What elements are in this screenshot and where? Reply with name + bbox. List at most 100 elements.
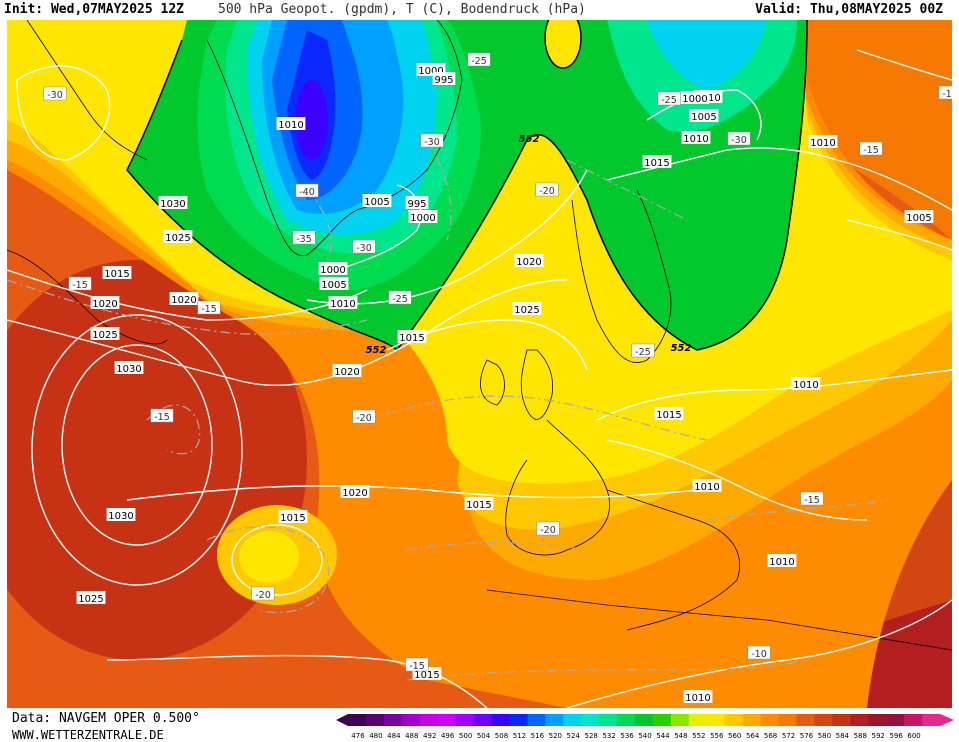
colorbar-tick-label: 564	[746, 732, 760, 740]
colorbar-swatch	[419, 714, 439, 726]
colorbar-swatch	[509, 714, 528, 726]
colorbar-swatch	[473, 714, 493, 726]
svg-text:1010: 1010	[769, 557, 794, 568]
svg-text:552: 552	[519, 134, 540, 145]
colorbar-tick-label: 516	[531, 732, 545, 740]
pressure-label: 995	[432, 72, 456, 86]
colorbar-arrow-left	[336, 714, 348, 726]
pressure-label: 1020	[340, 485, 370, 499]
colorbar-tick-label: 592	[872, 732, 885, 740]
svg-text:1025: 1025	[78, 594, 103, 605]
pressure-label: 1010	[276, 117, 306, 131]
colorbar-tick-label: 568	[764, 732, 777, 740]
pressure-label: 1015	[654, 407, 684, 421]
temperature-label: -30	[43, 86, 67, 101]
colorbar-swatch	[796, 714, 815, 726]
coastlines	[7, 20, 952, 651]
svg-text:1000: 1000	[320, 265, 345, 276]
height-label: 552	[671, 343, 692, 354]
svg-text:-25: -25	[661, 95, 677, 106]
temperature-label: -15	[859, 141, 883, 156]
svg-text:-25: -25	[471, 56, 487, 67]
svg-text:1010: 1010	[685, 693, 710, 704]
svg-text:-25: -25	[392, 294, 408, 305]
colorbar-tick-label: 572	[782, 732, 795, 740]
colorbar-tick-label: 500	[459, 732, 472, 740]
svg-text:1030: 1030	[116, 364, 141, 375]
temperature-label: -15	[197, 300, 221, 315]
colorbar-tick-label: 536	[620, 732, 634, 740]
pressure-label: 1020	[90, 296, 120, 310]
svg-text:1015: 1015	[280, 513, 305, 524]
temperature-label: -25	[388, 290, 412, 305]
colorbar-swatch	[850, 714, 869, 726]
svg-text:995: 995	[434, 75, 453, 86]
temperature-label: -40	[295, 183, 319, 198]
colorbar-swatch	[706, 714, 726, 726]
pressure-label: 1020	[332, 364, 362, 378]
colorbar-tick-label: 588	[854, 732, 867, 740]
pressure-label: 1010	[692, 479, 722, 493]
pressure-label: 1030	[106, 508, 136, 522]
colorbar-tick-label: 544	[656, 732, 670, 740]
colorbar-swatch	[563, 714, 582, 726]
colorbar-tick-label: 596	[889, 732, 903, 740]
height-label: 552	[366, 345, 387, 356]
temperature-label: -15	[405, 657, 429, 672]
svg-text:1015: 1015	[414, 670, 439, 681]
colorbar-tick-label: 488	[405, 732, 418, 740]
colorbar-swatch	[886, 714, 905, 726]
svg-text:552: 552	[366, 345, 387, 356]
colorbar-swatch	[922, 714, 941, 726]
svg-text:1020: 1020	[92, 299, 117, 310]
field-556-north-bubble	[545, 20, 581, 68]
colorbar-tick-label: 484	[387, 732, 401, 740]
temperature-label: -25	[657, 91, 681, 106]
svg-text:-20: -20	[539, 186, 555, 197]
svg-text:1030: 1030	[160, 199, 185, 210]
colorbar-tick-label: 480	[369, 732, 382, 740]
pressure-label: 1015	[464, 497, 494, 511]
colorbar-swatch	[599, 714, 618, 726]
pressure-label: 1010	[328, 296, 358, 310]
colorbar-swatch	[383, 714, 403, 726]
temperature-label: -10	[747, 645, 771, 660]
svg-text:-1: -1	[942, 89, 951, 100]
temperature-label: -20	[352, 409, 376, 424]
colorbar-swatch	[814, 714, 833, 726]
svg-text:-15: -15	[201, 304, 217, 315]
pressure-label: 1000	[318, 262, 348, 276]
colorbar-tick-label: 504	[477, 732, 491, 740]
colorbar-swatch	[455, 714, 475, 726]
pressure-label: 1025	[163, 230, 193, 244]
colorbar-swatch	[652, 714, 672, 726]
colorbar-tick-label: 492	[423, 732, 436, 740]
temperature-label: -20	[251, 586, 275, 601]
colorbar-swatch	[688, 714, 708, 726]
svg-text:-20: -20	[356, 413, 372, 424]
svg-text:-35: -35	[296, 234, 312, 245]
colorbar-tick-label: 556	[710, 732, 724, 740]
map-area: 1010100099510101000100510101030102510151…	[7, 20, 952, 708]
height-label: 552	[519, 134, 540, 145]
svg-text:-15: -15	[863, 145, 879, 156]
colorbar-swatch	[581, 714, 600, 726]
svg-text:-20: -20	[540, 525, 556, 536]
colorbar-tick-label: 560	[728, 732, 741, 740]
colorbar-swatch	[832, 714, 851, 726]
pressure-label: 1015	[102, 266, 132, 280]
svg-text:-15: -15	[409, 661, 425, 672]
pressure-label: 1005	[904, 210, 934, 224]
svg-text:1010: 1010	[683, 134, 708, 145]
svg-text:1025: 1025	[92, 330, 117, 341]
temperature-label: -1	[938, 85, 952, 100]
colorbar-tick-label: 512	[513, 732, 526, 740]
svg-text:-30: -30	[424, 137, 440, 148]
colorbar-legend: 476 480 484 488 492 496 500 504 508 512 516 520 524 5…	[336, 714, 954, 740]
pressure-label: 1025	[512, 302, 542, 316]
chart-header: Init: Wed,07MAY2025 12Z 500 hPa Geopot. …	[0, 0, 959, 20]
svg-text:-30: -30	[47, 90, 63, 101]
colorbar-swatch	[617, 714, 636, 726]
svg-text:1005: 1005	[691, 112, 716, 123]
